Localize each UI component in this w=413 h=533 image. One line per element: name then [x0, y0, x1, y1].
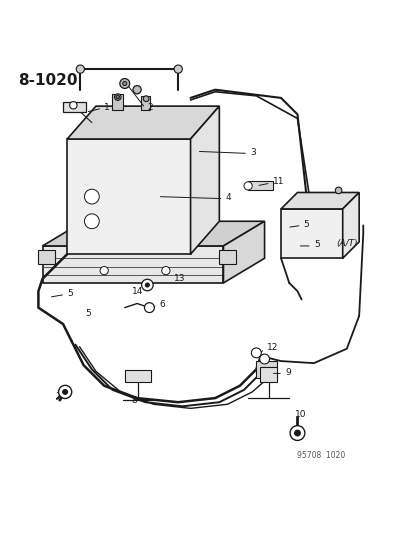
- Text: 3: 3: [249, 148, 255, 157]
- Circle shape: [84, 214, 99, 229]
- Bar: [63, 102, 85, 112]
- Text: 12: 12: [266, 343, 278, 352]
- Text: 7: 7: [55, 392, 60, 400]
- Circle shape: [122, 82, 126, 86]
- Circle shape: [161, 266, 170, 274]
- Text: 5: 5: [67, 289, 73, 298]
- Circle shape: [294, 430, 299, 436]
- Text: 9: 9: [285, 368, 290, 377]
- Circle shape: [76, 65, 84, 73]
- Bar: [247, 181, 272, 190]
- Circle shape: [114, 94, 121, 100]
- Circle shape: [141, 279, 153, 291]
- Polygon shape: [67, 106, 219, 139]
- Text: 13: 13: [174, 274, 185, 284]
- Text: 4: 4: [225, 193, 230, 202]
- Circle shape: [100, 266, 108, 274]
- Polygon shape: [342, 192, 358, 259]
- Bar: [260, 367, 276, 382]
- Circle shape: [290, 426, 304, 440]
- Polygon shape: [190, 106, 219, 254]
- Circle shape: [144, 303, 154, 312]
- Circle shape: [251, 348, 261, 358]
- Circle shape: [243, 182, 252, 190]
- Bar: [124, 370, 151, 382]
- Circle shape: [259, 354, 269, 364]
- Circle shape: [84, 189, 99, 204]
- Text: 5: 5: [313, 240, 319, 249]
- Circle shape: [145, 283, 149, 287]
- Polygon shape: [223, 221, 264, 283]
- Bar: [256, 361, 276, 377]
- Polygon shape: [67, 139, 190, 254]
- Text: 8: 8: [131, 395, 136, 405]
- Polygon shape: [280, 192, 358, 209]
- Circle shape: [62, 390, 67, 394]
- Polygon shape: [43, 221, 264, 246]
- Text: 2: 2: [147, 103, 153, 112]
- Text: (A/T): (A/T): [336, 239, 357, 248]
- Circle shape: [143, 96, 149, 102]
- Text: 8-1020: 8-1020: [18, 73, 77, 88]
- Text: 14: 14: [132, 287, 143, 296]
- Polygon shape: [280, 209, 342, 259]
- Circle shape: [69, 102, 77, 109]
- Bar: [38, 250, 55, 264]
- Bar: [141, 96, 150, 110]
- Text: 5: 5: [303, 220, 309, 229]
- Circle shape: [116, 95, 119, 99]
- Circle shape: [335, 187, 341, 193]
- Text: 1: 1: [104, 103, 110, 112]
- Bar: [112, 94, 122, 110]
- Polygon shape: [43, 246, 223, 283]
- Circle shape: [133, 86, 141, 94]
- Circle shape: [58, 385, 71, 399]
- Circle shape: [174, 65, 182, 73]
- Text: 6: 6: [159, 300, 165, 309]
- Text: 10: 10: [295, 410, 306, 419]
- Text: 11: 11: [272, 177, 284, 187]
- Text: 95708  1020: 95708 1020: [297, 451, 345, 460]
- Bar: [219, 250, 235, 264]
- Circle shape: [119, 78, 129, 88]
- Text: 5: 5: [85, 309, 91, 318]
